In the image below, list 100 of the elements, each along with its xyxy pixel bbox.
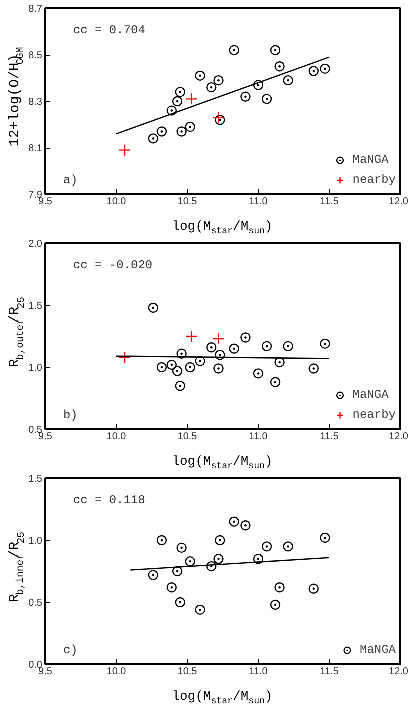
x-tick-label: 10.5 (178, 666, 198, 678)
point (176, 348, 187, 359)
x-tick-label: 9.5 (38, 432, 53, 442)
legend-label: MaNGA (352, 153, 389, 167)
point (214, 364, 224, 374)
annotation: cc = 0.118 (73, 494, 146, 508)
y-tick-label: 8.3 (28, 97, 43, 108)
point (240, 332, 251, 343)
point (175, 381, 186, 392)
y-axis-title: Rb,outer/R25 (8, 296, 27, 368)
point (186, 330, 198, 343)
point (195, 356, 206, 366)
y-tick-label: 1.5 (28, 474, 43, 485)
point (118, 351, 132, 364)
point (283, 341, 294, 352)
point (148, 302, 159, 314)
x-tick-label: 11.0 (249, 432, 268, 442)
point (156, 126, 168, 137)
point (156, 535, 168, 546)
x-tick-label: 10.0 (106, 432, 127, 442)
point (283, 75, 294, 86)
point (206, 342, 217, 353)
x-tick-label: 10.5 (178, 432, 198, 442)
point (320, 64, 330, 74)
point (166, 360, 177, 370)
point (253, 368, 264, 379)
annotation: cc = -0.020 (73, 258, 153, 272)
point (274, 582, 285, 593)
y-tick-label: 1.0 (28, 363, 43, 374)
legend-label: nearby (352, 408, 396, 422)
x-tick-label: 12.0 (389, 666, 408, 678)
legend-label: nearby (352, 173, 396, 187)
point (240, 520, 251, 531)
point (156, 362, 168, 373)
point (185, 362, 196, 373)
point (262, 341, 272, 352)
point (270, 45, 281, 56)
point (166, 582, 177, 593)
point (229, 344, 240, 354)
point (214, 75, 224, 86)
point (206, 82, 217, 93)
point (175, 87, 186, 98)
x-tick-label: 9.5 (38, 666, 53, 678)
x-tick-label: 11.0 (249, 666, 268, 678)
x-tick-label: 10.0 (106, 666, 127, 678)
x-tick-label: 11.5 (320, 432, 340, 442)
point (274, 62, 285, 72)
point (172, 566, 183, 577)
point (262, 94, 272, 104)
point (240, 92, 251, 102)
y-tick-label: 2.0 (28, 239, 43, 250)
point (172, 96, 183, 107)
point (253, 80, 264, 90)
x-tick-label: 10.0 (106, 196, 127, 208)
y-tick-label: 1.5 (28, 301, 43, 312)
point (166, 106, 177, 116)
point (320, 338, 330, 350)
x-tick-label: 12.0 (389, 196, 408, 208)
point (185, 122, 196, 132)
x-tick-label: 9.5 (38, 196, 53, 208)
point (195, 70, 206, 82)
y-tick-label: 8.7 (28, 4, 43, 15)
point (320, 532, 330, 544)
point (215, 350, 226, 360)
legend-label: MaNGA (352, 388, 389, 402)
point (308, 66, 319, 76)
point (172, 366, 183, 376)
point (148, 570, 159, 580)
point (270, 600, 281, 610)
point (175, 597, 186, 608)
point (262, 542, 272, 552)
point (195, 604, 206, 616)
point (215, 535, 226, 546)
x-tick-label: 12.0 (389, 432, 408, 442)
annotation: b) (63, 408, 78, 422)
y-tick-label: 8.5 (28, 50, 43, 62)
point (176, 126, 187, 137)
x-tick-label: 11.0 (249, 196, 268, 208)
y-tick-label: 0.5 (28, 598, 43, 609)
point (308, 364, 319, 374)
point (118, 144, 132, 156)
point (283, 542, 294, 552)
point (308, 584, 319, 594)
point (148, 134, 159, 144)
x-tick-label: 11.5 (320, 666, 340, 678)
point (206, 561, 217, 572)
y-tick-label: 1.0 (28, 536, 43, 547)
annotation: a) (63, 174, 78, 188)
point (274, 357, 285, 368)
y-axis-title: Rb,inner/R25 (8, 532, 27, 603)
point (212, 332, 225, 346)
x-tick-label: 10.5 (178, 196, 198, 208)
point (215, 115, 226, 126)
point (229, 45, 240, 56)
point (176, 542, 187, 554)
legend-label: MaNGA (360, 643, 396, 657)
point (185, 556, 196, 567)
annotation: cc = 0.704 (73, 24, 146, 38)
annotation: c) (63, 644, 78, 658)
point (212, 112, 225, 124)
